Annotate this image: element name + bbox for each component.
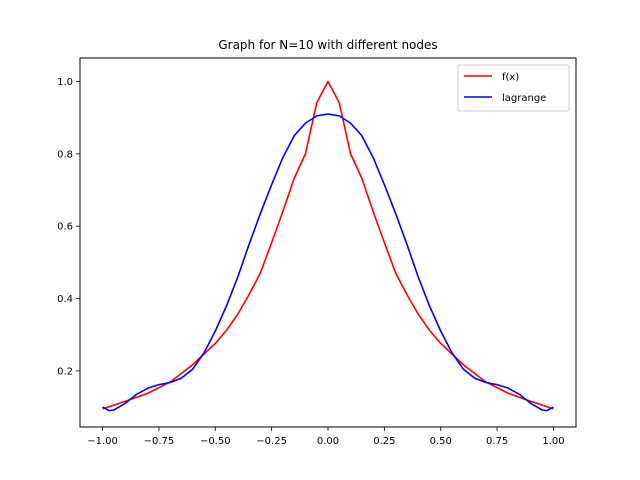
x-tick-label: 0.75 [486,436,508,447]
x-tick-label: 1.00 [542,436,564,447]
x-tick-label: −0.50 [200,436,231,447]
x-tick-label: −0.25 [256,436,287,447]
legend-label-fx: f(x) [502,72,519,83]
x-axis: −1.00 −0.75 −0.50 −0.25 0.00 0.25 0.50 0.75 1.00 [87,427,565,447]
legend-label-lagrange: lagrange [502,93,546,104]
chart-title: Graph for N=10 with different nodes [218,38,437,52]
x-tick-label: 0.50 [430,436,452,447]
y-tick-label: 1.0 [57,77,73,88]
series-line-lagrange [102,113,554,412]
y-tick-label: 0.6 [57,222,73,233]
series-line-fx [102,80,554,410]
x-tick-label: −0.75 [144,436,175,447]
y-tick-label: 0.2 [57,366,73,377]
x-tick-label: 0.25 [373,436,395,447]
x-tick-label: −1.00 [87,436,118,447]
y-axis: 0.2 0.4 0.6 0.8 1.0 [57,77,80,377]
plot-area [79,57,577,428]
y-tick-label: 0.4 [57,294,73,305]
legend: f(x) lagrange [457,64,570,112]
y-tick-label: 0.8 [57,149,73,160]
x-tick-label: 0.00 [317,436,339,447]
